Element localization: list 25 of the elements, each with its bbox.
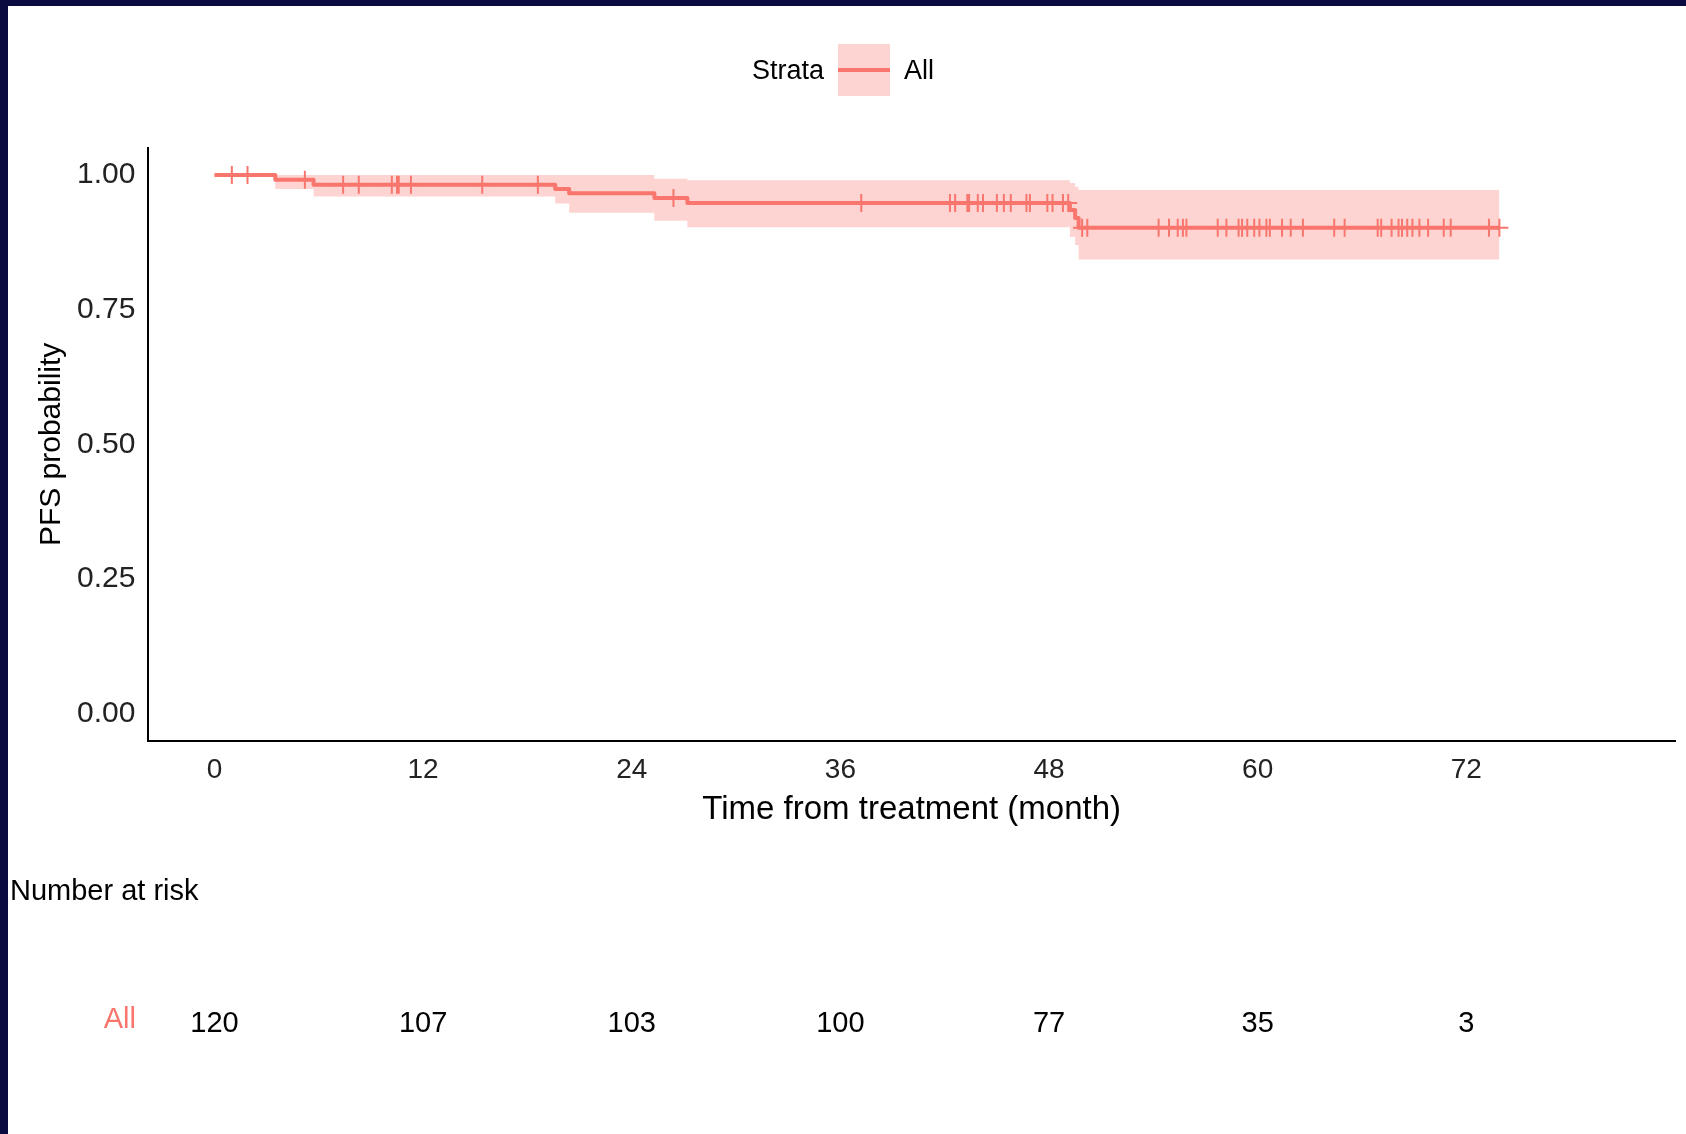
text: 120 — [190, 1006, 239, 1038]
text: Number at risk — [10, 874, 200, 906]
text: 103 — [607, 1006, 656, 1038]
x-tick-label: 0 — [206, 753, 223, 785]
y-axis-title: PFS probability — [33, 342, 67, 547]
y-tick-label: 0.00 — [77, 695, 136, 729]
y-tick-label: 0.25 — [77, 560, 136, 594]
x-tick-label: 72 — [1450, 753, 1482, 785]
y-tick-label: 0.50 — [77, 425, 136, 459]
text: 107 — [398, 1006, 448, 1038]
x-tick-label: 48 — [1033, 753, 1065, 785]
x-axis-title: Time from treatment (month) — [702, 789, 1122, 827]
text: 35 — [1241, 1006, 1274, 1038]
legend-title: Strata — [751, 54, 825, 86]
x-tick-label: 24 — [616, 753, 648, 785]
text: 3 — [1458, 1006, 1475, 1038]
text: 100 — [816, 1006, 865, 1038]
legend-label: All — [904, 54, 935, 86]
x-tick-label: 60 — [1242, 753, 1274, 785]
x-tick-label: 12 — [407, 753, 439, 785]
text: All — [103, 1002, 136, 1034]
text: 77 — [1032, 1006, 1066, 1038]
x-tick-label: 36 — [824, 753, 856, 785]
y-tick-label: 1.00 — [77, 156, 136, 190]
y-tick-label: 0.75 — [77, 290, 136, 324]
